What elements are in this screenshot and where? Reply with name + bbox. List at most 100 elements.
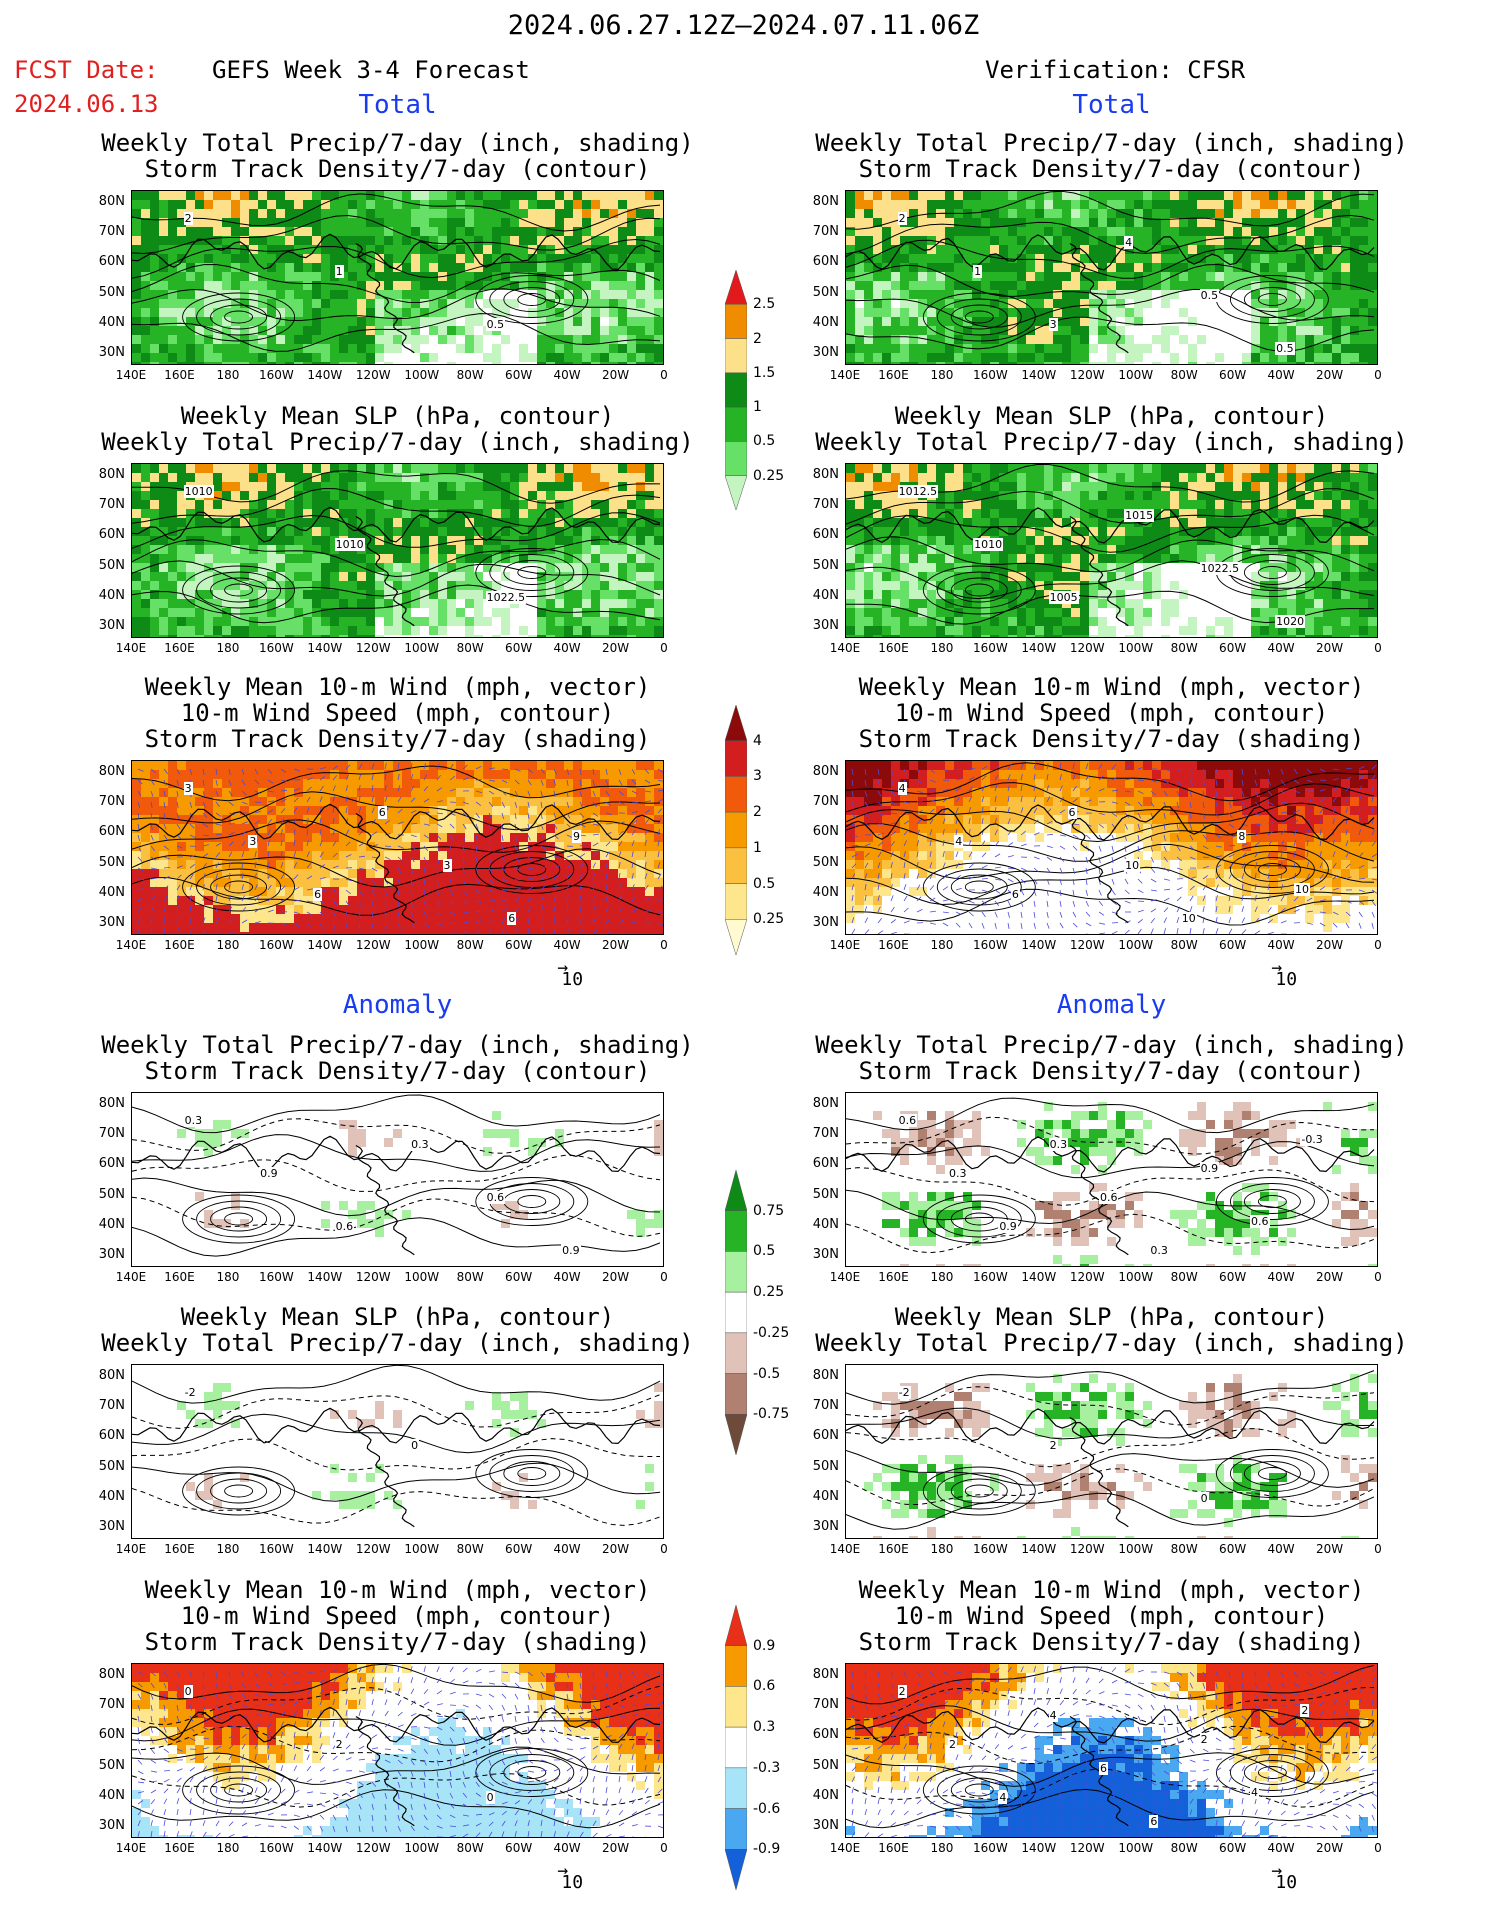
lon-tick-label: 0 (1374, 1270, 1382, 1284)
coastline (355, 242, 415, 354)
lon-tick-label: 120W (1069, 938, 1105, 952)
vector-ref-label: 10 (1275, 1872, 1298, 1893)
contour-label: 4 (998, 1791, 1008, 1804)
lat-tick-label: 70N (812, 1126, 839, 1142)
contour-line (846, 1664, 1375, 1705)
panel-title: Weekly Mean 10-m Wind (mph, vector) (858, 673, 1365, 701)
lon-tick-label: 20W (601, 1270, 630, 1284)
panel-title: Weekly Total Precip/7-day (inch, shading… (815, 428, 1408, 456)
lon-tick-label: 120W (355, 1542, 391, 1556)
contour-ellipse (182, 1466, 296, 1516)
lon-tick-label: 60W (1219, 1841, 1247, 1855)
colorbar-segment (724, 1332, 748, 1374)
lat-tick-label: 30N (98, 618, 125, 633)
colorbar-label: 0.75 (753, 1202, 785, 1219)
colorbar-label: -0.5 (753, 1365, 781, 1382)
contour-ellipse (922, 862, 1036, 912)
contour-line (846, 1141, 1375, 1179)
map-panel-gefs-anom-wind-storm (131, 1663, 664, 1838)
lon-tick-label: 140E (829, 938, 861, 952)
lon-tick-label: 140E (115, 1270, 147, 1284)
contour-label: 6 (1149, 1815, 1159, 1828)
contour-label: 10 (1180, 912, 1197, 925)
contour-ellipse (964, 1484, 994, 1498)
main-title: 2024.06.27.12Z–2024.07.11.06Z (507, 10, 980, 41)
contour-ellipse (182, 862, 296, 912)
contour-line (846, 191, 1375, 230)
map-plot (846, 191, 1377, 364)
coastline (846, 1136, 1375, 1173)
lon-tick-label: 40W (1267, 1542, 1295, 1556)
contour-ellipse (182, 1194, 296, 1244)
contour-ellipse (475, 1449, 589, 1498)
lon-tick-label: 120W (1069, 1841, 1105, 1855)
colorbar-label: -0.9 (753, 1841, 781, 1858)
lon-tick-label: 140W (307, 368, 343, 382)
contour-ellipse (1215, 1177, 1329, 1226)
contour-line (132, 1196, 661, 1237)
lat-tick-label: 70N (98, 224, 125, 240)
contour-label: 0.6 (485, 1191, 506, 1204)
lon-tick-label: 120W (355, 1270, 391, 1284)
contour-ellipse (182, 1765, 296, 1815)
lon-tick-label: 40W (1267, 1841, 1295, 1855)
contour-label: 10 (1124, 859, 1141, 872)
contour-label: 1020 (1275, 615, 1306, 628)
contour-ellipse (936, 1200, 1022, 1238)
contour-label: 2 (183, 212, 193, 225)
coastline (132, 1407, 661, 1445)
lat-tick-label: 50N (812, 1458, 839, 1474)
panel-title: Storm Track Density/7-day (shading) (858, 725, 1365, 753)
lon-tick-label: 0 (660, 1542, 668, 1556)
lon-tick-label: 60W (505, 1542, 533, 1556)
coastline (355, 1144, 415, 1256)
colorbar-segment (724, 304, 748, 339)
lat-tick-label: 70N (98, 497, 125, 513)
contour-label: 0.5 (1199, 289, 1220, 302)
coastline (846, 804, 1375, 841)
lon-tick-label: 160W (258, 1542, 294, 1556)
colorbar-segment (724, 1373, 748, 1415)
map-panel-cfsr-total-wind-storm (845, 760, 1378, 935)
colorbar-svg (724, 704, 748, 956)
contour-label: 3 (1048, 318, 1058, 331)
lon-tick-label: 160W (972, 1542, 1008, 1556)
contour-ellipse (210, 1478, 268, 1504)
colorbar-label: 2.5 (753, 296, 776, 313)
lat-tick-label: 40N (812, 1488, 839, 1504)
contour-line (132, 1154, 661, 1192)
lon-tick-label: 40W (1267, 641, 1295, 655)
lon-tick-label: 120W (1069, 1270, 1105, 1284)
contour-ellipse (964, 583, 994, 597)
contour-ellipse (922, 1466, 1036, 1516)
lat-tick-label: 40N (98, 587, 125, 603)
colorbar-storm_anom (724, 1604, 748, 1891)
lon-tick-label: 160E (164, 1841, 195, 1855)
lon-tick-label: 160E (878, 641, 909, 655)
lon-tick-label: 120W (1069, 1542, 1105, 1556)
lat-tick-label: 30N (812, 1247, 839, 1262)
fcst-date-label: FCST Date: (14, 56, 159, 84)
lon-tick-label: 100W (1118, 1542, 1154, 1556)
contour-label: 0 (1199, 1492, 1209, 1505)
contour-ellipse (503, 560, 561, 585)
contour-ellipse (950, 1777, 1008, 1803)
panel-title: Weekly Mean SLP (hPa, contour) (180, 1303, 615, 1331)
lat-tick-label: 80N (812, 194, 839, 209)
contour-line (132, 1118, 661, 1154)
colorbar-label: 0.9 (753, 1637, 776, 1654)
contour-line (846, 823, 1375, 862)
panel-title: Weekly Total Precip/7-day (inch, shading… (101, 1031, 694, 1059)
colorbar-label: 4 (753, 732, 762, 749)
lat-tick-label: 60N (812, 527, 839, 543)
lon-tick-label: 80W (456, 641, 484, 655)
lon-tick-label: 20W (601, 641, 630, 655)
colorbar-label: 1 (753, 399, 762, 416)
lat-tick-label: 80N (98, 1368, 125, 1383)
lon-tick-label: 0 (660, 368, 668, 382)
contour-line (132, 1438, 660, 1471)
vector-ref-arrow: → (557, 1860, 569, 1881)
contour-line (132, 214, 661, 255)
contour-label: 0.9 (259, 1167, 279, 1180)
contour-ellipse (224, 880, 254, 894)
